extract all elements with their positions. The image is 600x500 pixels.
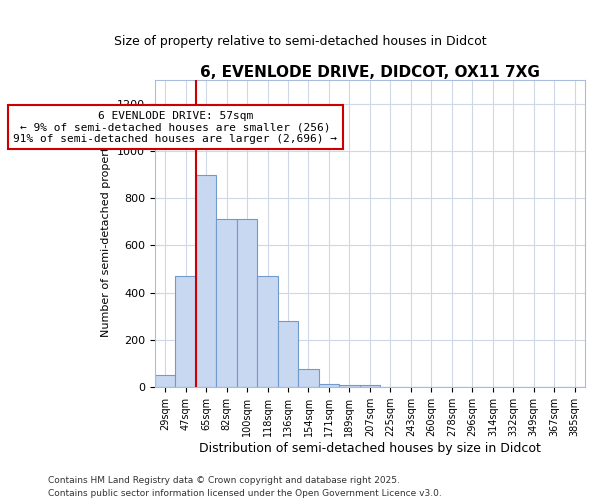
- Bar: [155, 376, 175, 387]
- Bar: [319, 384, 339, 387]
- Bar: [359, 385, 380, 387]
- Bar: [257, 276, 278, 387]
- Text: Size of property relative to semi-detached houses in Didcot: Size of property relative to semi-detach…: [113, 35, 487, 48]
- X-axis label: Distribution of semi-detached houses by size in Didcot: Distribution of semi-detached houses by …: [199, 442, 541, 455]
- Bar: [339, 385, 359, 387]
- Y-axis label: Number of semi-detached properties: Number of semi-detached properties: [101, 130, 112, 336]
- Text: Contains public sector information licensed under the Open Government Licence v3: Contains public sector information licen…: [48, 488, 442, 498]
- Bar: [237, 220, 257, 387]
- Title: 6, EVENLODE DRIVE, DIDCOT, OX11 7XG: 6, EVENLODE DRIVE, DIDCOT, OX11 7XG: [200, 65, 540, 80]
- Text: 6 EVENLODE DRIVE: 57sqm
← 9% of semi-detached houses are smaller (256)
91% of se: 6 EVENLODE DRIVE: 57sqm ← 9% of semi-det…: [13, 110, 337, 144]
- Bar: [217, 220, 237, 387]
- Bar: [278, 321, 298, 387]
- Bar: [175, 276, 196, 387]
- Text: Contains HM Land Registry data © Crown copyright and database right 2025.: Contains HM Land Registry data © Crown c…: [48, 476, 400, 485]
- Bar: [298, 370, 319, 387]
- Bar: [196, 174, 217, 387]
